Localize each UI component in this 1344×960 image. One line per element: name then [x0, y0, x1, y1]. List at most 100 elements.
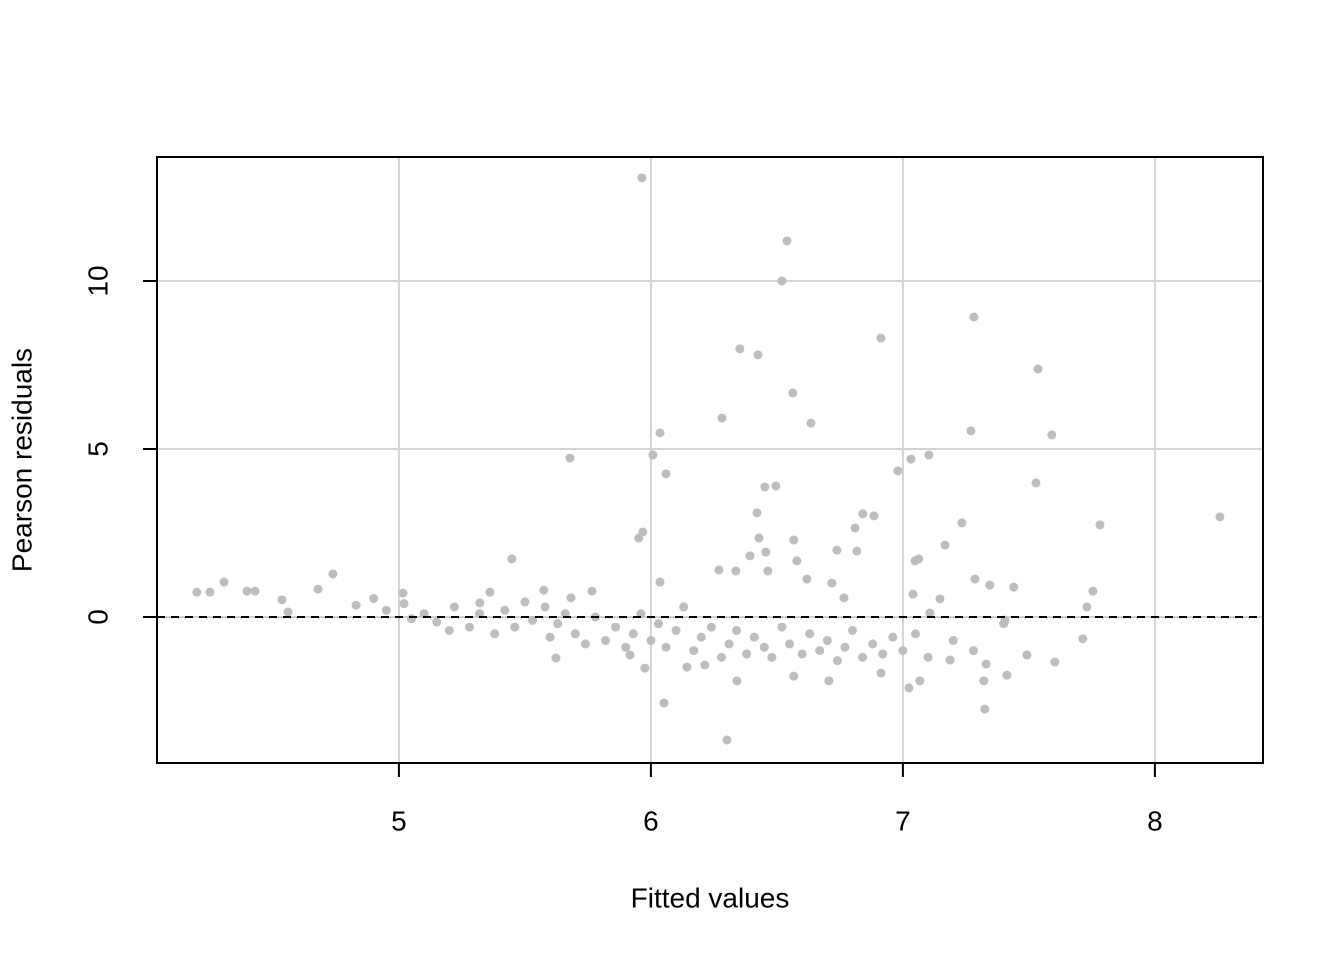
point: [759, 642, 769, 652]
point: [1078, 634, 1088, 644]
point: [827, 578, 837, 588]
point: [767, 652, 777, 662]
point: [219, 577, 229, 587]
point: [970, 574, 980, 584]
point: [968, 646, 978, 656]
point: [923, 652, 933, 662]
point: [785, 639, 795, 649]
point: [1009, 582, 1019, 592]
x-tick-label: 8: [1147, 805, 1163, 836]
point: [999, 619, 1009, 629]
point: [752, 508, 762, 518]
point: [648, 450, 658, 460]
point: [640, 663, 650, 673]
point: [700, 660, 710, 670]
point: [948, 636, 958, 646]
point: [840, 642, 850, 652]
point: [689, 646, 699, 656]
point: [981, 659, 991, 669]
point: [832, 545, 842, 555]
point: [1033, 364, 1043, 374]
y-tick-label: 10: [82, 265, 113, 296]
point: [655, 428, 665, 438]
x-tick-label: 7: [895, 805, 911, 836]
point: [277, 595, 287, 605]
point: [611, 622, 621, 632]
point: [714, 565, 724, 575]
point: [806, 418, 816, 428]
y-tick-label: 0: [82, 609, 113, 625]
point: [580, 639, 590, 649]
point: [369, 594, 379, 604]
point: [475, 598, 485, 608]
point: [745, 551, 755, 561]
point: [832, 656, 842, 666]
point: [205, 587, 215, 597]
point: [1047, 430, 1057, 440]
point: [969, 312, 979, 322]
point: [732, 676, 742, 686]
point: [449, 602, 459, 612]
point: [824, 676, 834, 686]
point: [868, 639, 878, 649]
point: [661, 469, 671, 479]
point: [878, 649, 888, 659]
point: [432, 617, 442, 627]
point: [475, 609, 485, 619]
point: [788, 388, 798, 398]
point: [527, 615, 537, 625]
point: [500, 605, 510, 615]
point: [940, 540, 950, 550]
point: [510, 622, 520, 632]
point: [966, 426, 976, 436]
point: [850, 523, 860, 533]
point: [565, 453, 575, 463]
point: [789, 535, 799, 545]
y-axis-label: Pearson residuals: [6, 348, 37, 572]
point: [419, 609, 429, 619]
point: [735, 344, 745, 354]
point: [858, 652, 868, 662]
point: [925, 608, 935, 618]
point: [789, 671, 799, 681]
point: [915, 676, 925, 686]
point: [797, 649, 807, 659]
point: [520, 597, 530, 607]
point: [566, 593, 576, 603]
point: [653, 619, 663, 629]
point: [722, 735, 732, 745]
point: [560, 609, 570, 619]
plot-frame: [156, 156, 1264, 764]
x-tick-label: 6: [643, 805, 659, 836]
point: [802, 574, 812, 584]
x-axis-label: Fitted values: [631, 882, 790, 913]
point: [724, 639, 734, 649]
point: [283, 607, 293, 617]
point: [485, 587, 495, 597]
point: [250, 586, 260, 596]
point: [398, 588, 408, 598]
point: [957, 518, 967, 528]
point: [858, 509, 868, 519]
point: [717, 413, 727, 423]
point: [507, 554, 517, 564]
point: [313, 584, 323, 594]
point: [601, 636, 611, 646]
point: [980, 704, 990, 714]
point: [242, 586, 252, 596]
point: [464, 622, 474, 632]
point: [192, 587, 202, 597]
point: [732, 625, 742, 635]
point: [742, 649, 752, 659]
point: [760, 482, 770, 492]
point: [771, 481, 781, 491]
point: [753, 350, 763, 360]
point: [682, 662, 692, 672]
point: [1215, 512, 1225, 522]
point: [731, 566, 741, 576]
point: [754, 533, 764, 543]
point: [924, 450, 934, 460]
point: [777, 276, 787, 286]
point: [1088, 586, 1098, 596]
